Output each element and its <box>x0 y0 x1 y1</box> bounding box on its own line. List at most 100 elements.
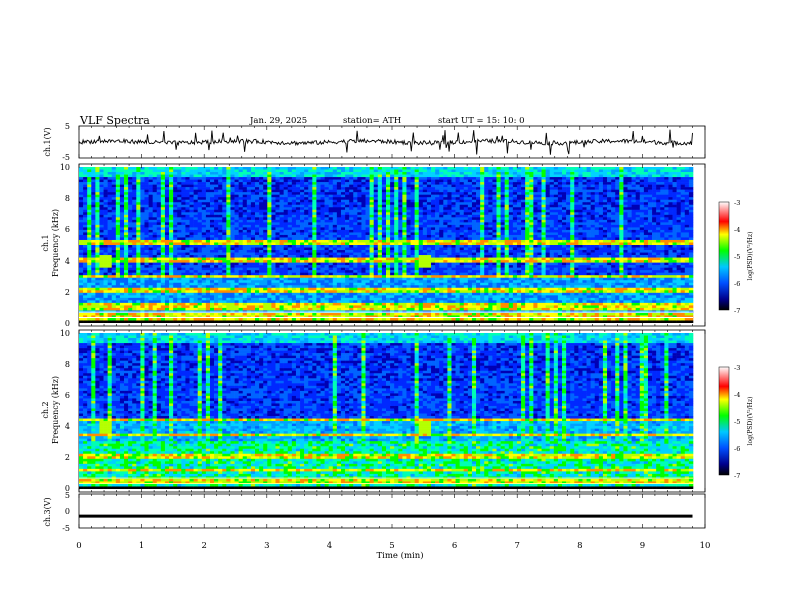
spectrogram-cell <box>115 177 121 180</box>
spectrogram-cell <box>287 237 293 241</box>
spectrogram-cell <box>398 192 403 195</box>
spectrogram-cell <box>304 305 309 309</box>
spectrogram-cell <box>377 285 383 289</box>
spectrogram-cell <box>234 187 239 190</box>
spectrogram-cell <box>132 250 137 253</box>
spectrogram-cell <box>115 295 121 299</box>
spectrogram-cell <box>132 295 137 299</box>
spectrogram-cell <box>136 179 141 183</box>
spectrogram-cell <box>402 177 407 180</box>
spectrogram-cell <box>369 290 375 294</box>
spectrogram-cell <box>87 272 92 276</box>
spectrogram-cell <box>201 285 207 289</box>
spectrogram-cell <box>353 217 358 221</box>
spectrogram-cell <box>365 245 370 248</box>
spectrogram-cell <box>263 169 268 173</box>
spectrogram-cell <box>115 229 121 233</box>
spectrogram-cell <box>181 257 186 261</box>
spectrogram-cell <box>365 227 370 231</box>
spectrogram-cell <box>111 227 117 231</box>
spectrogram-cell <box>201 187 207 190</box>
spectrogram-cell <box>193 317 198 321</box>
spectrogram-cell <box>95 189 100 193</box>
spectrogram-cell <box>271 287 276 291</box>
spectrogram-cell <box>214 272 219 276</box>
spectrogram-cell <box>173 222 178 226</box>
spectrogram-cell <box>124 260 129 263</box>
spectrogram-cell <box>132 297 137 301</box>
spectrogram-cell <box>169 252 174 256</box>
spectrogram-cell <box>316 189 321 193</box>
spectrogram-cell <box>373 179 379 183</box>
spectrogram-cell <box>283 267 289 271</box>
spectrogram-cell <box>230 285 235 289</box>
spectrogram-cell <box>271 174 276 178</box>
spectrogram-cell <box>214 292 219 296</box>
spectrogram-cell <box>189 312 194 316</box>
spectrogram-cell <box>369 194 375 198</box>
spectrogram-cell <box>320 260 325 263</box>
spectrogram-cell <box>95 297 100 301</box>
spectrogram-cell <box>336 307 342 311</box>
spectrogram-cell <box>402 262 407 266</box>
spectrogram-cell <box>173 204 178 208</box>
spectrogram-cell <box>267 227 272 231</box>
spectrogram-cell <box>361 305 366 309</box>
spectrogram-cell <box>271 179 276 183</box>
spectrogram-cell <box>279 182 284 185</box>
spectrogram-cell <box>115 234 121 238</box>
spectrogram-cell <box>83 189 88 193</box>
spectrogram-cell <box>369 197 375 201</box>
spectrogram-cell <box>390 167 395 170</box>
spectrogram-cell <box>332 312 338 316</box>
spectrogram-cell <box>205 234 211 238</box>
spectrogram-cell <box>349 252 354 256</box>
spectrogram-cell <box>156 184 162 188</box>
spectrogram-cell <box>332 219 338 223</box>
spectrogram-cell <box>369 297 375 301</box>
spectrogram-cell <box>132 320 137 323</box>
spectrogram-cell <box>79 182 84 185</box>
spectrogram-cell <box>283 282 289 286</box>
spectrogram-cell <box>99 307 104 311</box>
spectrogram-cell <box>214 242 219 246</box>
spectrogram-cell <box>283 209 289 213</box>
spectrogram-cell <box>103 207 108 211</box>
spectrogram-cell <box>328 232 334 236</box>
spectrogram-cell <box>283 317 289 321</box>
spectrogram-cell <box>394 212 399 216</box>
spectrogram-cell <box>83 305 88 309</box>
spectrogram-cell <box>340 255 346 258</box>
spectrogram-cell <box>332 252 338 256</box>
spectrogram-cell <box>316 320 321 323</box>
spectrogram-cell <box>177 320 182 323</box>
spectrogram-cell <box>140 282 145 286</box>
spectrogram-cell <box>115 237 121 241</box>
spectrogram-cell <box>173 217 178 221</box>
spectrogram-cell <box>287 280 293 284</box>
spectrogram-cell <box>152 179 158 183</box>
spectrogram-cell <box>83 192 88 195</box>
spectrogram-cell <box>336 239 342 243</box>
spectrogram-cell <box>369 189 375 193</box>
spectrogram-cell <box>234 169 239 173</box>
spectrogram-cell <box>173 207 178 211</box>
spectrogram-cell <box>87 257 92 261</box>
spectrogram-cell <box>295 177 301 180</box>
spectrogram-cell <box>369 245 375 248</box>
spectrogram-cell <box>283 227 289 231</box>
spectrogram-cell <box>398 232 403 236</box>
spectrogram-cell <box>226 315 231 319</box>
spectrogram-cell <box>263 224 268 228</box>
spectrogram-cell <box>398 217 403 221</box>
spectrogram-cell <box>336 184 342 188</box>
spectrogram-cell <box>132 172 137 175</box>
spectrogram-cell <box>263 222 268 226</box>
spectrogram-cell <box>406 182 411 185</box>
spectrogram-cell <box>156 272 162 276</box>
spectrogram-cell <box>95 270 100 273</box>
spectrogram-cell <box>406 209 411 213</box>
spectrogram-cell <box>230 300 235 304</box>
spectrogram-cell <box>275 300 280 304</box>
spectrogram-cell <box>255 272 260 276</box>
